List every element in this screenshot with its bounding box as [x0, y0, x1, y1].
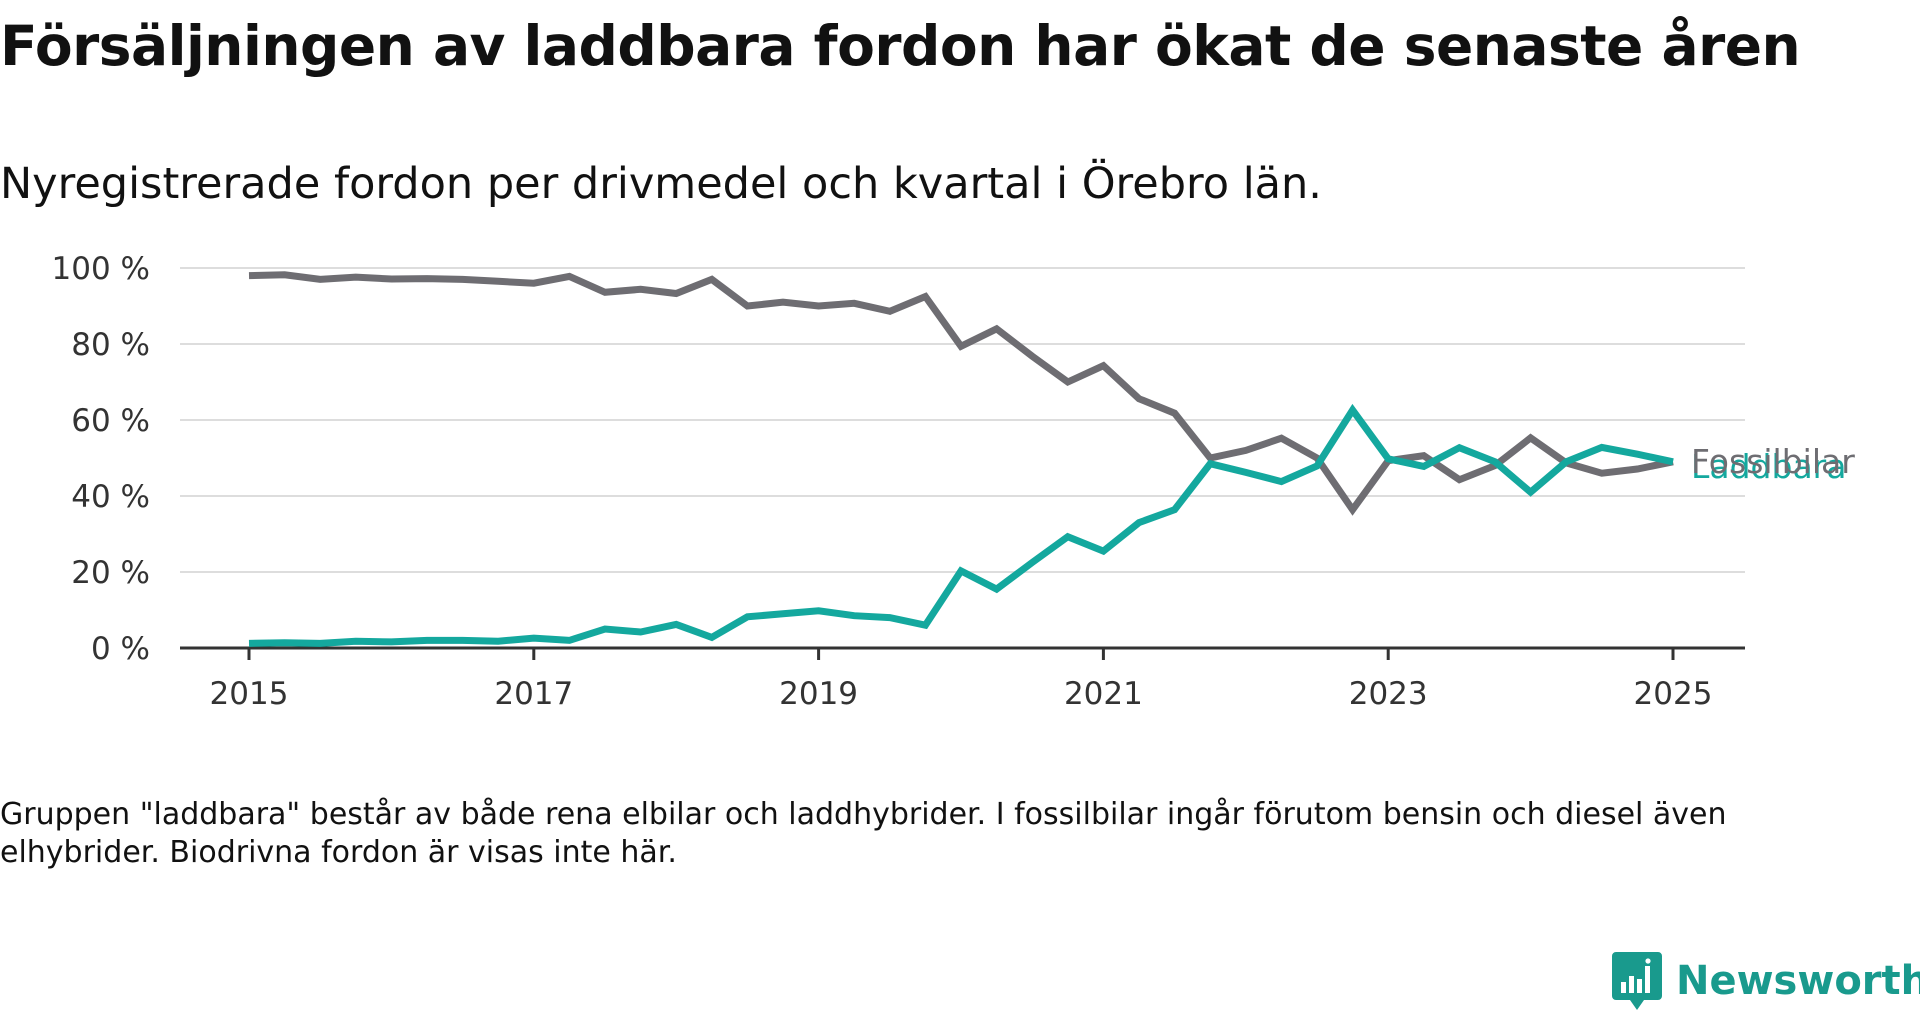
y-tick-label: 0 % [91, 631, 150, 667]
x-tick-label: 2025 [1634, 676, 1713, 712]
footnote: Gruppen "laddbara" består av både rena e… [0, 797, 1727, 870]
chart-subtitle: Nyregistrerade fordon per drivmedel och … [0, 159, 1322, 209]
y-tick-label: 100 % [52, 251, 150, 287]
x-tick-label: 2019 [779, 676, 858, 712]
series-line-laddbara [248, 403, 1674, 647]
x-tick-label: 2023 [1349, 676, 1428, 712]
chart-title: Försäljningen av laddbara fordon har öka… [0, 14, 1801, 78]
x-tick-label: 2017 [494, 676, 573, 712]
gridlines [180, 267, 1745, 573]
axes: 0 % 20 % 40 % 60 % 80 % 100 % 2015 2017 2019 2021… [52, 251, 1745, 712]
series-lines [248, 271, 1674, 647]
bar-chart-speech-bubble-icon [1612, 952, 1662, 1010]
x-tick-label: 2021 [1064, 676, 1143, 712]
y-tick-label: 40 % [71, 479, 150, 515]
newsworthy-logo[interactable]: Newsworthy [1612, 950, 1920, 1012]
series-line-fossilbilar [248, 271, 1674, 516]
x-tick-label: 2015 [210, 676, 289, 712]
y-tick-label: 80 % [71, 327, 150, 363]
y-tick-label: 20 % [71, 555, 150, 591]
series-label-laddbara: Laddbara [1691, 447, 1846, 486]
series-label-fossilbilar: Fossilbilar [1691, 442, 1855, 481]
y-tick-label: 60 % [71, 403, 150, 439]
logo-text: Newsworthy [1676, 958, 1920, 1004]
